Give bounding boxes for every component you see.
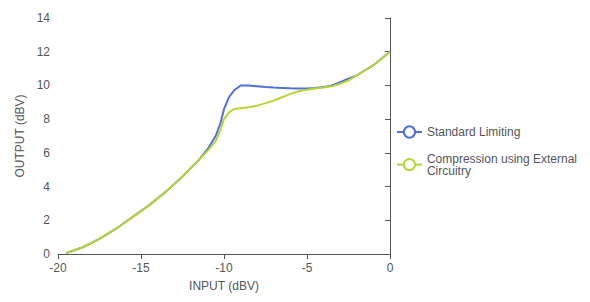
svg-text:-5: -5 — [302, 261, 313, 275]
svg-text:OUTPUT (dBV): OUTPUT (dBV) — [13, 94, 27, 177]
svg-text:0: 0 — [387, 261, 394, 275]
svg-text:8: 8 — [43, 112, 50, 126]
svg-text:-20: -20 — [49, 261, 67, 275]
svg-text:Standard Limiting: Standard Limiting — [427, 125, 520, 139]
svg-text:Circuitry: Circuitry — [427, 164, 471, 178]
svg-text:6: 6 — [43, 146, 50, 160]
svg-text:INPUT (dBV): INPUT (dBV) — [189, 279, 259, 293]
svg-text:10: 10 — [37, 78, 51, 92]
svg-text:12: 12 — [37, 45, 51, 59]
svg-text:-10: -10 — [215, 261, 233, 275]
svg-text:Compression using External: Compression using External — [426, 151, 577, 166]
svg-text:2: 2 — [43, 213, 50, 227]
svg-text:0: 0 — [43, 247, 50, 261]
svg-text:-15: -15 — [132, 261, 150, 275]
svg-text:4: 4 — [43, 180, 50, 194]
svg-text:14: 14 — [37, 11, 51, 25]
